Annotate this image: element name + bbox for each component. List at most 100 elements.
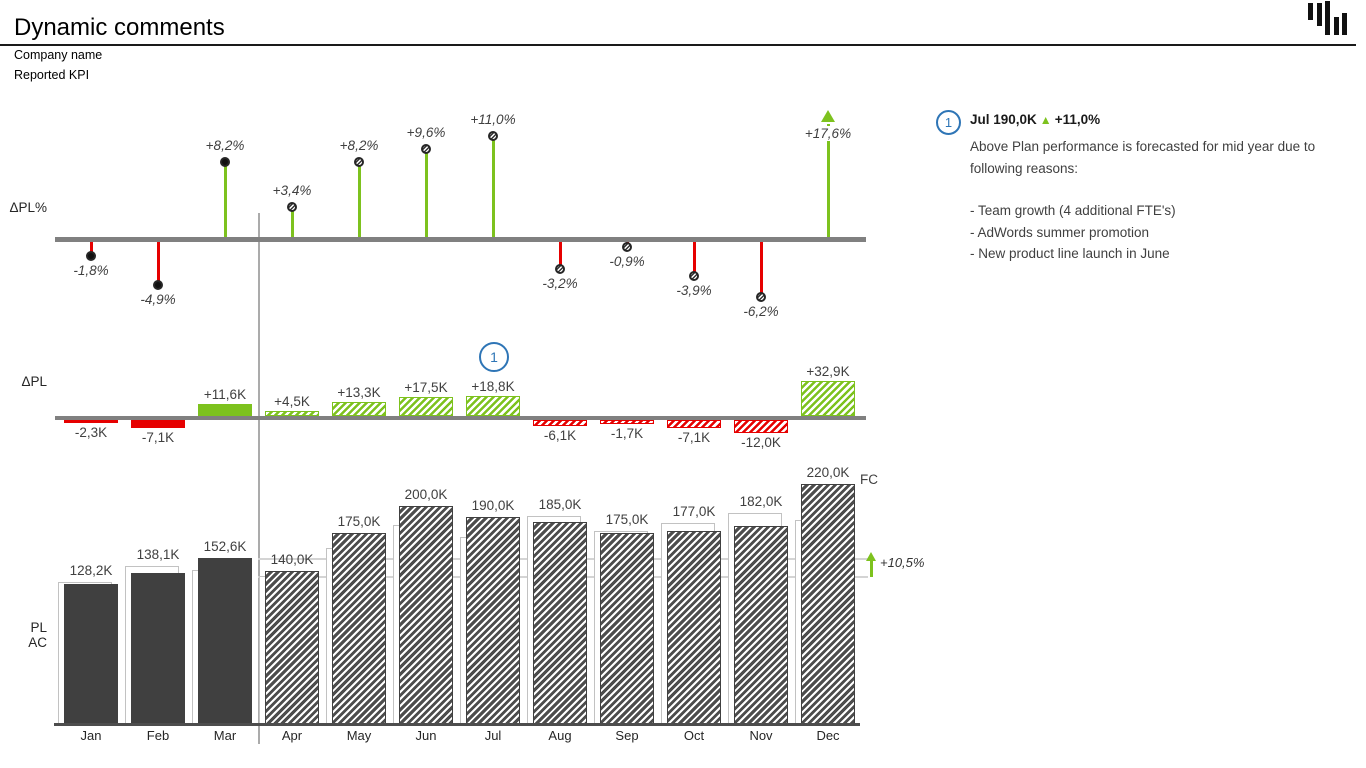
pin-label-Jan: -1,8% — [73, 262, 109, 278]
variance-label-Sep: -1,7K — [610, 426, 644, 441]
pin-dot-Apr[interactable] — [287, 202, 297, 213]
variance-bar-Jan[interactable] — [64, 420, 118, 423]
pin-Jan[interactable] — [89, 239, 93, 256]
pin-dot-Sep[interactable] — [622, 242, 632, 253]
axis-label-Jan: Jan — [80, 728, 102, 743]
pin-label-Aug: -3,2% — [542, 275, 578, 291]
axis-label-Mar: Mar — [213, 728, 237, 743]
title-divider — [0, 44, 1356, 46]
variance-label-Nov: -12,0K — [741, 435, 781, 450]
comment-marker-panel[interactable]: 1 — [936, 110, 961, 135]
column-label-Apr: 140,0K — [270, 552, 314, 568]
variance-bar-Apr[interactable] — [265, 411, 319, 416]
pin-label-Dec: +17,6% — [786, 126, 870, 141]
axis-label-Nov: Nov — [749, 728, 773, 743]
pin-dot-Mar[interactable] — [220, 157, 230, 168]
column-label-Mar: 152,6K — [203, 538, 247, 554]
actual-bar-Dec[interactable] — [801, 484, 855, 724]
pin-May[interactable] — [357, 162, 361, 239]
actual-bar-Feb[interactable] — [131, 573, 185, 724]
column-label-May: 175,0K — [337, 514, 381, 530]
column-label-Aug: 185,0K — [538, 496, 582, 512]
axis-label-Dec: Dec — [816, 728, 840, 743]
axis-label-Aug: Aug — [548, 728, 572, 743]
variance-bar-Mar[interactable] — [198, 404, 252, 416]
variance-label-Oct: -7,1K — [677, 430, 711, 445]
pin-label-Sep: -0,9% — [609, 254, 645, 270]
actual-bar-Aug[interactable] — [533, 522, 587, 724]
column-label-Feb: 138,1K — [136, 546, 180, 562]
pin-dot-Jun[interactable] — [421, 144, 431, 155]
variance-bar-Oct[interactable] — [667, 420, 721, 428]
pin-dot-Oct[interactable] — [689, 270, 699, 281]
column-label-Oct: 177,0K — [672, 504, 716, 520]
pin-label-Feb: -4,9% — [140, 291, 176, 307]
axis-label-Jul: Jul — [484, 728, 502, 743]
pin-Mar[interactable] — [223, 162, 227, 239]
pin-Apr[interactable] — [290, 207, 294, 239]
pin-dot-Jul[interactable] — [488, 131, 498, 142]
axis-title-plan: PL — [30, 620, 47, 635]
pin-axis — [55, 236, 866, 242]
comment-delta: +11,0% — [1054, 112, 1101, 127]
variance-label-Aug: -6,1K — [543, 428, 577, 443]
pin-dot-Feb[interactable] — [153, 279, 163, 290]
variance-bar-Aug[interactable] — [533, 420, 587, 426]
pin-dot-May[interactable] — [354, 157, 364, 168]
pin-dot-Aug[interactable] — [555, 263, 565, 274]
pin-dot-Jan[interactable] — [86, 250, 96, 261]
pin-Jul[interactable] — [491, 136, 495, 239]
actual-bar-May[interactable] — [332, 533, 386, 724]
column-label-Jan: 128,2K — [69, 562, 113, 578]
pin-Oct[interactable] — [692, 239, 696, 276]
pin-Dec[interactable] — [826, 124, 830, 239]
actual-bar-Nov[interactable] — [734, 525, 788, 724]
variance-bar-May[interactable] — [332, 402, 386, 416]
pin-Jun[interactable] — [424, 149, 428, 239]
variance-bar-Nov[interactable] — [734, 420, 788, 433]
actual-bar-Jul[interactable] — [466, 516, 520, 724]
brand-logo-icon — [1308, 1, 1354, 36]
pin-label-May: +8,2% — [339, 138, 379, 154]
growth-label: +10,5% — [880, 555, 925, 570]
pin-label-Jun: +9,6% — [406, 125, 446, 141]
actual-bar-Sep[interactable] — [600, 533, 654, 724]
axis-title-variance-abs: ΔPL — [21, 374, 47, 389]
actual-bar-Apr[interactable] — [265, 571, 319, 724]
axis-label-Apr: Apr — [281, 728, 303, 743]
comment-title: Jul 190,0K — [970, 112, 1037, 127]
pin-Nov[interactable] — [759, 239, 763, 298]
column-label-Nov: 182,0K — [739, 493, 783, 509]
growth-arrow-line — [870, 560, 873, 577]
actual-bar-Jan[interactable] — [64, 584, 118, 724]
comment-bullet: - AdWords summer promotion — [970, 224, 1150, 240]
triangle-up-icon: ▲ — [1039, 112, 1052, 127]
variance-label-Apr: +4,5K — [274, 394, 310, 409]
variance-label-May: +13,3K — [337, 385, 381, 400]
page-title: Dynamic comments — [14, 14, 225, 41]
variance-bar-Jul[interactable] — [466, 396, 520, 416]
axis-label-Jun: Jun — [415, 728, 437, 743]
variance-bar-Feb[interactable] — [131, 420, 185, 428]
pin-label-Jul: +11,0% — [470, 112, 516, 128]
actual-bar-Mar[interactable] — [198, 557, 252, 724]
variance-label-Jan: -2,3K — [74, 425, 108, 440]
pin-Feb[interactable] — [156, 239, 160, 285]
actual-bar-Oct[interactable] — [667, 531, 721, 724]
axis-title-actual: AC — [28, 635, 47, 650]
variance-bar-Dec[interactable] — [801, 381, 855, 416]
variance-label-Mar: +11,6K — [203, 387, 247, 402]
actual-bar-Jun[interactable] — [399, 506, 453, 724]
comment-marker-chart[interactable]: 1 — [479, 342, 509, 372]
company-name: Company name — [14, 48, 103, 62]
variance-bar-Sep[interactable] — [600, 420, 654, 424]
pin-label-Oct: -3,9% — [676, 282, 712, 298]
pin-dot-Nov[interactable] — [756, 292, 766, 303]
pin-label-Nov: -6,2% — [743, 304, 779, 320]
variance-label-Jul: +18,8K — [471, 379, 515, 394]
pin-Aug[interactable] — [558, 239, 562, 269]
axis-label-Sep: Sep — [615, 728, 639, 743]
variance-bar-Jun[interactable] — [399, 397, 453, 416]
axis-label-Feb: Feb — [146, 728, 170, 743]
